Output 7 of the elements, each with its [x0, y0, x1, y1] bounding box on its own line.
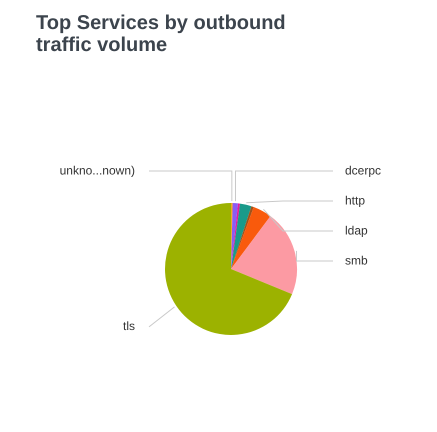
- chart-title: Top Services by outbound traffic volume: [36, 12, 287, 56]
- slice-label: dcerpc: [345, 163, 382, 178]
- slice-label: ldap: [345, 223, 368, 238]
- slice-label: tls: [123, 319, 135, 334]
- slice-label: unkno...nown): [60, 163, 135, 178]
- slice-label: smb: [345, 253, 368, 268]
- slice-label: http: [345, 193, 366, 208]
